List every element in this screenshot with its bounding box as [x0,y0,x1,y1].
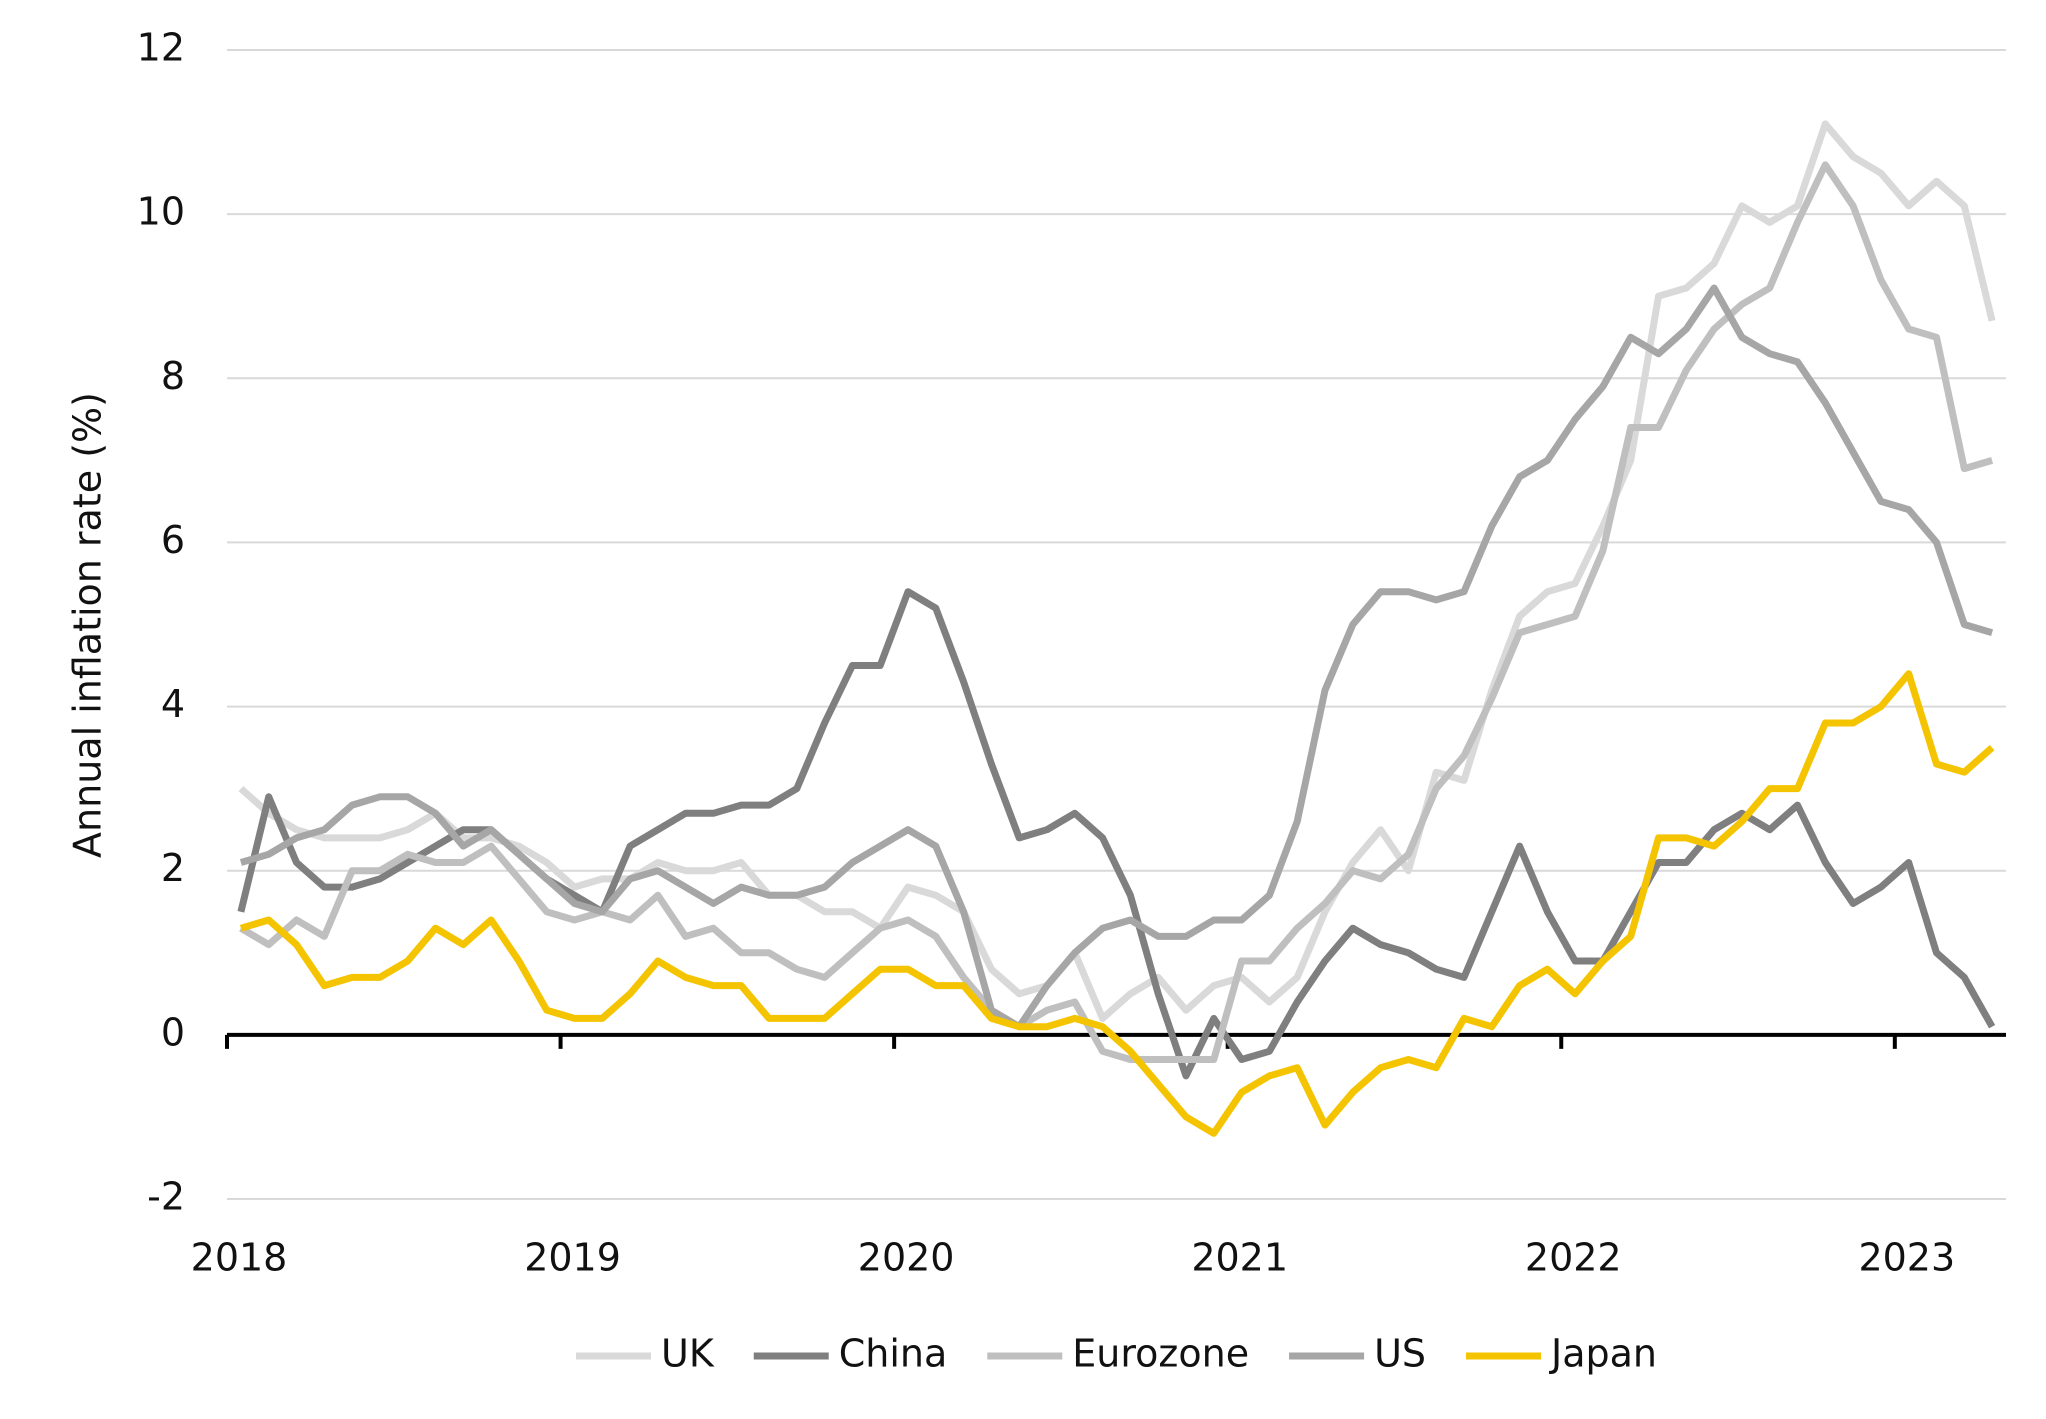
x-tick-label: 2018 [191,1236,288,1280]
y-tick-label: 6 [161,518,185,562]
series-line [239,284,1994,1031]
x-tick-label: 2022 [1525,1236,1622,1280]
series-line [238,120,1996,1022]
legend-label: UK [661,1332,715,1376]
legend-label: US [1374,1332,1426,1376]
y-tick-label: -2 [147,1175,185,1219]
x-tick-label: 2021 [1191,1236,1288,1280]
y-tick-label: 0 [161,1010,185,1054]
y-tick-label: 8 [161,354,185,398]
x-tick-label: 2019 [524,1236,621,1280]
x-tick-label: 2020 [858,1236,955,1280]
y-tick-label: 10 [137,190,185,234]
series-line [239,670,1995,1137]
legend-label: China [839,1332,948,1376]
series-line [239,161,1994,1063]
legend-label: Japan [1549,1332,1657,1376]
y-tick-label: 4 [161,682,185,726]
x-tick-label: 2023 [1858,1236,1955,1280]
y-tick-label: 12 [137,26,185,70]
y-tick-label: 2 [161,846,185,890]
legend: UK China Eurozone US Japan [576,1332,1657,1376]
legend-label: Eurozone [1072,1332,1249,1376]
y-axis-title: Annual inflation rate (%) [66,392,110,858]
